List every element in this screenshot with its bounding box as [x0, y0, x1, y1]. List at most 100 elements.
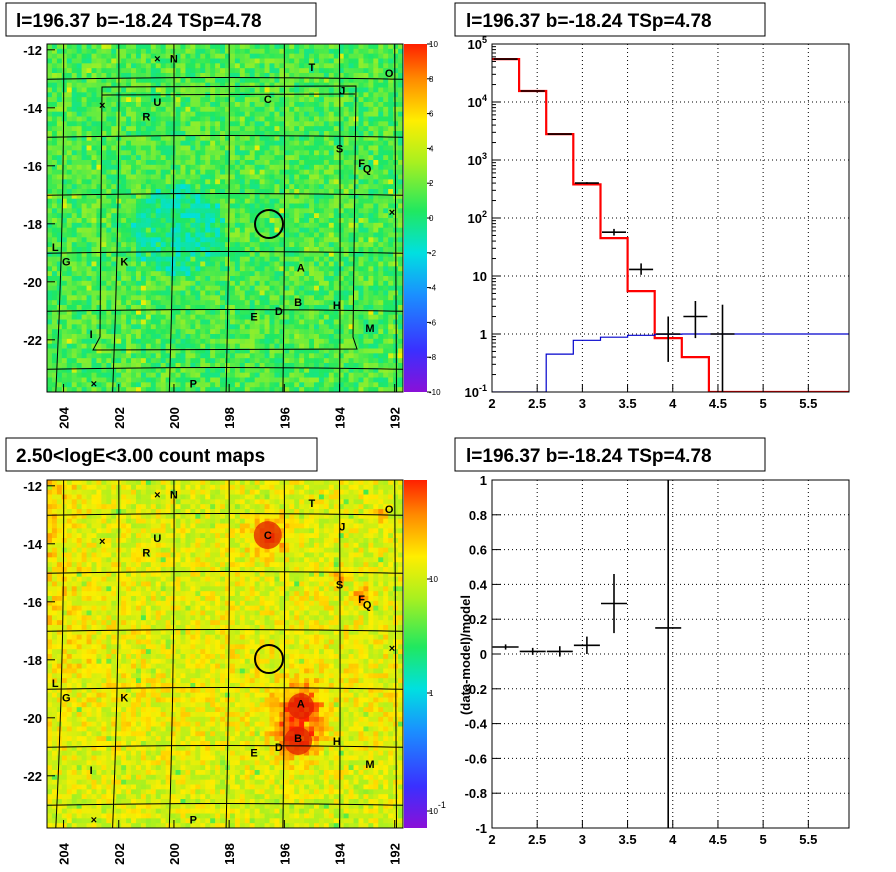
map-pixel: [363, 184, 369, 190]
map-pixel: [170, 309, 176, 316]
map-pixel: [136, 77, 142, 84]
map-pixel: [200, 116, 206, 122]
map-pixel: [140, 102, 147, 108]
map-pixel: [363, 111, 369, 117]
map-pixel: [284, 367, 290, 374]
map-pixel: [76, 242, 83, 248]
map-pixel: [210, 131, 216, 137]
map-pixel: [304, 169, 310, 175]
map-pixel: [220, 68, 226, 74]
map-pixel: [180, 251, 186, 258]
map-pixel: [220, 367, 226, 374]
map-pixel: [279, 63, 285, 69]
map-pixel: [131, 140, 137, 146]
map-pixel: [150, 208, 157, 214]
map-pixel: [200, 68, 206, 74]
map-pixel: [61, 372, 68, 378]
map-pixel: [373, 160, 379, 166]
map-pixel: [249, 48, 256, 55]
map-pixel: [229, 324, 236, 330]
map-pixel: [215, 63, 221, 69]
map-pixel: [131, 358, 137, 364]
map-pixel: [140, 227, 147, 233]
map-pixel: [51, 179, 58, 185]
map-pixel: [314, 155, 320, 161]
map-pixel: [160, 247, 167, 253]
map-pixel: [338, 218, 345, 224]
map-pixel: [205, 213, 211, 219]
map-pixel: [353, 295, 359, 301]
map-pixel: [56, 179, 63, 185]
map-pixel: [348, 377, 354, 383]
map-pixel: [368, 222, 374, 229]
map-pixel: [175, 126, 181, 132]
map-pixel: [150, 300, 157, 306]
map-pixel: [165, 150, 172, 156]
map-pixel: [76, 266, 83, 272]
map-pixel: [328, 77, 335, 84]
map-pixel: [225, 44, 231, 50]
map-pixel: [254, 164, 261, 171]
map-pixel: [86, 121, 92, 127]
map-pixel: [210, 358, 216, 364]
map-pixel: [155, 343, 162, 349]
map-pixel: [348, 77, 354, 84]
map-pixel: [155, 300, 162, 306]
map-pixel: [338, 140, 345, 146]
map-pixel: [383, 106, 389, 113]
map-pixel: [131, 213, 137, 219]
map-pixel: [131, 145, 137, 151]
map-pixel: [91, 73, 97, 79]
map-pixel: [309, 363, 315, 369]
map-pixel: [343, 150, 350, 156]
map-pixel: [136, 82, 142, 88]
map-pixel: [91, 44, 97, 50]
map-pixel: [150, 184, 157, 190]
map-pixel: [239, 232, 246, 238]
map-pixel: [136, 155, 142, 161]
map-pixel: [106, 377, 112, 383]
map-pixel: [66, 309, 73, 316]
map-pixel: [150, 237, 157, 243]
map-pixel: [264, 111, 270, 117]
map-pixel: [136, 367, 142, 374]
map-pixel: [264, 363, 270, 369]
map-pixel: [195, 189, 201, 195]
map-pixel: [284, 348, 290, 354]
map-pixel: [333, 290, 340, 296]
map-pixel: [259, 155, 265, 161]
map-pixel: [150, 203, 157, 209]
map-pixel: [101, 203, 107, 209]
map-pixel: [205, 82, 211, 88]
map-pixel: [259, 193, 265, 200]
map-pixel: [259, 68, 265, 74]
map-pixel: [338, 314, 345, 320]
map-pixel: [136, 150, 142, 156]
map-pixel: [215, 53, 221, 59]
map-pixel: [165, 106, 172, 113]
map-pixel: [126, 314, 132, 320]
map-pixel: [338, 271, 345, 277]
map-pixel: [101, 164, 107, 171]
map-pixel: [66, 198, 73, 204]
map-pixel: [328, 387, 335, 392]
map-pixel: [314, 208, 320, 214]
map-pixel: [81, 87, 87, 93]
map-pixel: [121, 348, 127, 354]
map-pixel: [220, 58, 226, 64]
map-pixel: [140, 203, 147, 209]
map-pixel: [111, 271, 117, 277]
map-pixel: [264, 338, 270, 345]
map-pixel: [61, 266, 68, 272]
map-pixel: [190, 266, 196, 272]
map-pixel: [323, 82, 330, 88]
map-pixel: [106, 106, 112, 113]
map-pixel: [145, 58, 152, 64]
map-pixel: [328, 271, 335, 277]
map-pixel: [254, 242, 261, 248]
map-pixel: [175, 203, 181, 209]
map-pixel: [378, 300, 384, 306]
map-pixel: [155, 309, 162, 316]
map-pixel: [91, 58, 97, 64]
map-pixel: [299, 208, 305, 214]
